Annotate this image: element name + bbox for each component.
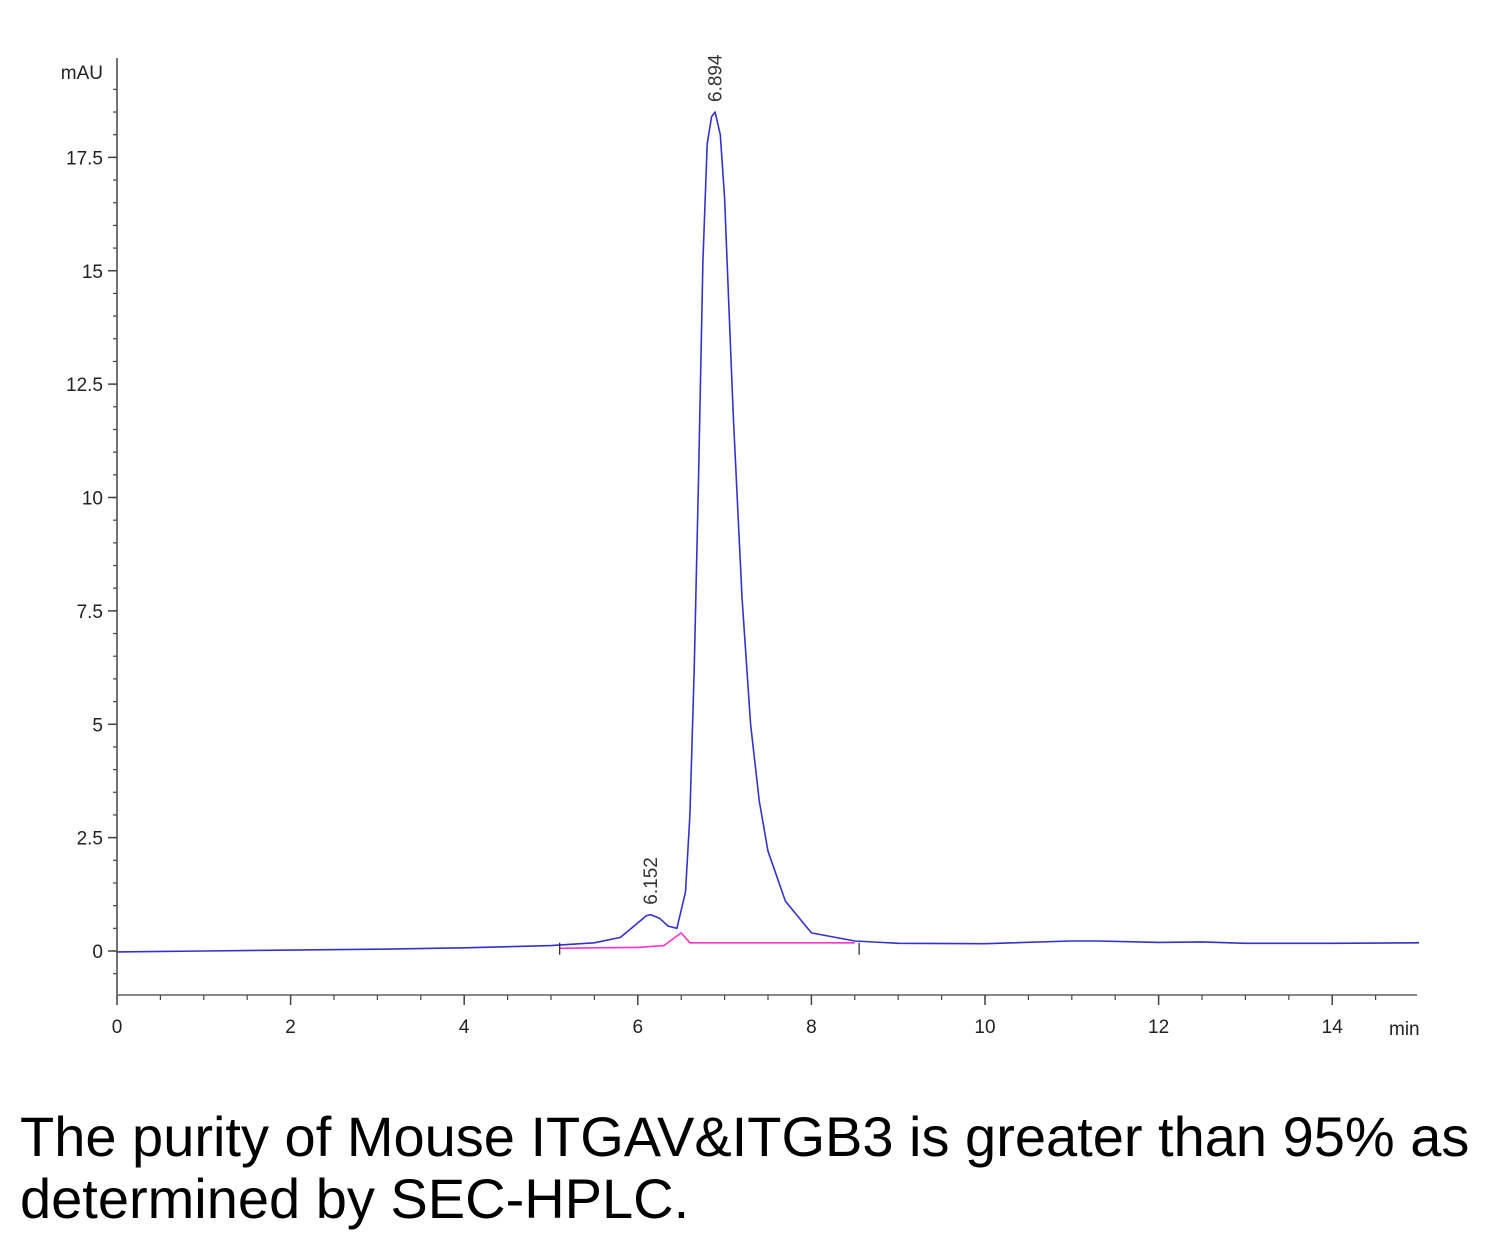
- x-tick-label: 6: [633, 1017, 644, 1038]
- baseline-series-line: [559, 932, 855, 950]
- axes-group: [108, 58, 1417, 1005]
- x-tick-label: 12: [1148, 1017, 1169, 1038]
- series-group: [116, 111, 1420, 955]
- peak-label: 6.152: [641, 857, 662, 905]
- y-tick-label: 10: [82, 489, 103, 510]
- y-axis-label: mAU: [61, 63, 103, 84]
- labels-group: 0 2.5 5 7.5 10 12.5 15 17.5 mAU 0 2 4 6 8 10 12 14 min 6.1…: [61, 54, 1420, 1040]
- signal-series-line: [116, 111, 1420, 953]
- y-tick-label: 7.5: [77, 602, 103, 623]
- caption-text: The purity of Mouse ITGAV&ITGB3 is great…: [20, 1105, 1470, 1230]
- x-tick-label: 0: [112, 1017, 123, 1038]
- y-tick-label: 12.5: [66, 375, 103, 396]
- x-tick-label: 10: [974, 1017, 995, 1038]
- y-tick-label: 2.5: [77, 829, 103, 850]
- chromatogram-chart: 0 2.5 5 7.5 10 12.5 15 17.5 mAU 0 2 4 6 8 10 12 14 min 6.1…: [61, 54, 1420, 1040]
- y-tick-label: 0: [92, 942, 103, 963]
- y-tick-label: 5: [92, 715, 103, 736]
- y-tick-label: 17.5: [66, 148, 103, 169]
- x-axis-label: min: [1389, 1019, 1420, 1040]
- x-tick-label: 2: [285, 1017, 296, 1038]
- peak-label: 6.894: [705, 54, 726, 102]
- x-tick-label: 8: [806, 1017, 817, 1038]
- y-tick-label: 15: [82, 262, 103, 283]
- x-tick-label: 4: [459, 1017, 470, 1038]
- x-tick-label: 14: [1322, 1017, 1344, 1038]
